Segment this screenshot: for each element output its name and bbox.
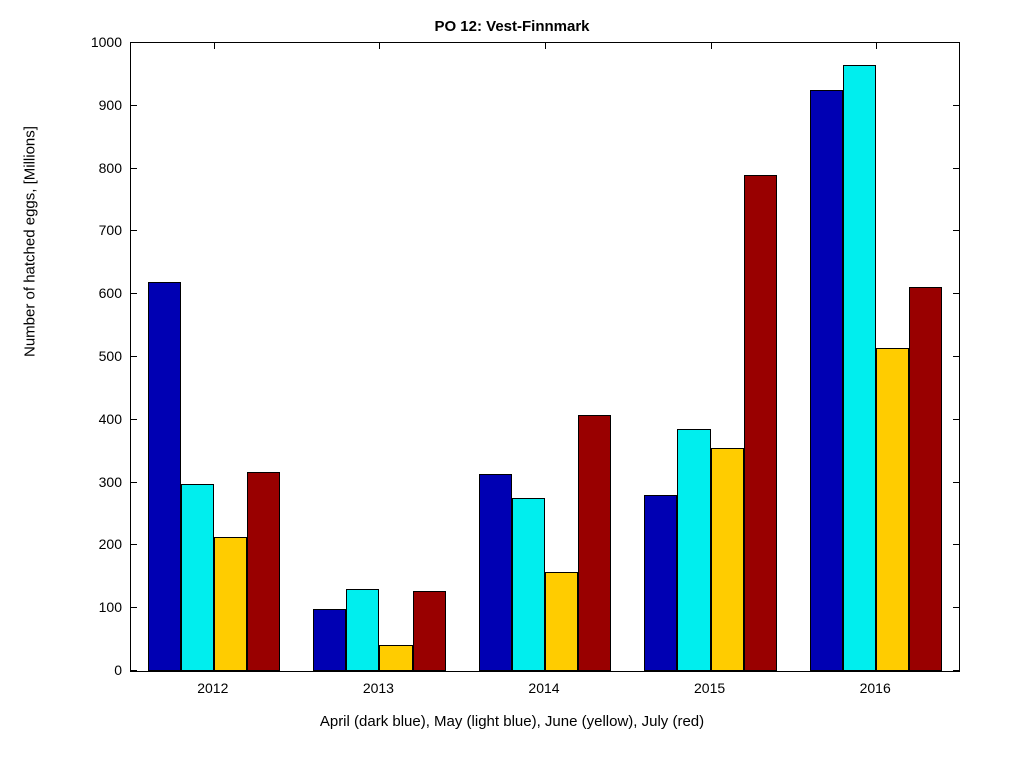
y-tick [131, 293, 137, 294]
bar [247, 472, 280, 671]
x-tick-label: 2015 [694, 680, 725, 696]
y-tick-label: 0 [114, 662, 122, 678]
y-tick [131, 168, 137, 169]
y-tick [131, 356, 137, 357]
y-tick [953, 356, 959, 357]
y-tick-label: 600 [99, 285, 122, 301]
bar [313, 609, 346, 671]
y-tick [131, 544, 137, 545]
y-tick [953, 482, 959, 483]
x-tick [214, 43, 215, 49]
bar [843, 65, 876, 671]
y-tick-label: 300 [99, 474, 122, 490]
bar [644, 495, 677, 671]
plot-area [130, 42, 960, 672]
y-tick [131, 230, 137, 231]
bar [379, 645, 412, 671]
y-tick [953, 544, 959, 545]
x-tick-label: 2014 [528, 680, 559, 696]
y-tick [131, 419, 137, 420]
x-tick-label: 2012 [197, 680, 228, 696]
y-axis-label: Number of hatched eggs, [Millions] [22, 126, 39, 357]
bar [677, 429, 710, 671]
x-axis-label: April (dark blue), May (light blue), Jun… [0, 713, 1024, 730]
x-tick [876, 43, 877, 49]
y-tick-label: 900 [99, 97, 122, 113]
y-tick [953, 168, 959, 169]
bar [214, 537, 247, 671]
bar [148, 282, 181, 671]
y-tick [953, 105, 959, 106]
y-tick [953, 42, 959, 43]
bar [711, 448, 744, 671]
bar [909, 287, 942, 671]
y-tick-label: 400 [99, 411, 122, 427]
bar [512, 498, 545, 671]
y-tick [953, 607, 959, 608]
y-tick [953, 230, 959, 231]
y-tick-label: 1000 [91, 34, 122, 50]
bar [181, 484, 214, 671]
bar [744, 175, 777, 671]
x-tick [711, 43, 712, 49]
y-tick [131, 670, 137, 671]
y-tick [131, 105, 137, 106]
y-tick-label: 100 [99, 599, 122, 615]
bar [876, 348, 909, 671]
bar [346, 589, 379, 671]
x-tick-label: 2013 [363, 680, 394, 696]
y-tick [131, 482, 137, 483]
x-tick [379, 43, 380, 49]
y-tick-label: 700 [99, 222, 122, 238]
y-tick [953, 419, 959, 420]
bar [578, 415, 611, 671]
x-tick [545, 43, 546, 49]
y-tick-label: 800 [99, 160, 122, 176]
bar [479, 474, 512, 671]
bar [413, 591, 446, 671]
chart-title: PO 12: Vest-Finnmark [0, 18, 1024, 35]
bar [545, 572, 578, 671]
y-tick [131, 607, 137, 608]
y-tick-label: 200 [99, 536, 122, 552]
y-tick-label: 500 [99, 348, 122, 364]
y-tick [131, 42, 137, 43]
y-tick [953, 670, 959, 671]
x-tick-label: 2016 [860, 680, 891, 696]
y-tick [953, 293, 959, 294]
bar [810, 90, 843, 671]
